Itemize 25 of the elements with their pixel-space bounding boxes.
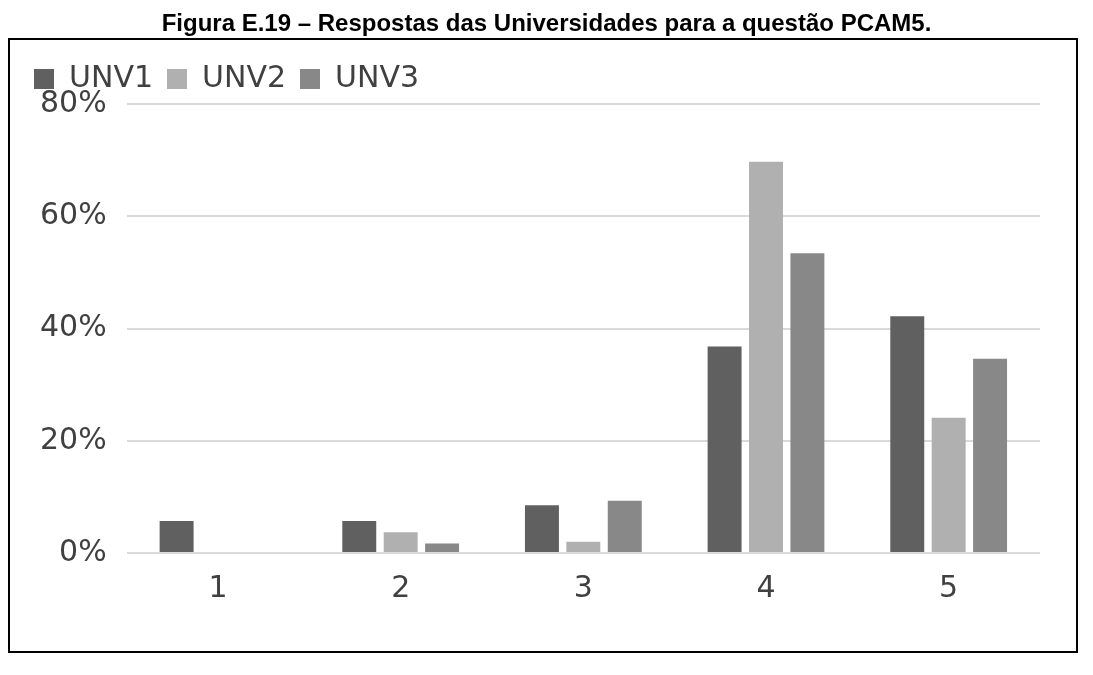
bar	[749, 161, 783, 552]
x-tick-label: 2	[391, 568, 411, 604]
y-tick-label: 60%	[39, 196, 107, 232]
bar	[383, 532, 418, 552]
y-tick-label: 40%	[39, 308, 107, 344]
bar	[973, 358, 1008, 552]
x-tick-label: 4	[756, 568, 776, 604]
legend-label: UNV2	[202, 58, 287, 94]
bar	[607, 500, 642, 552]
bar	[425, 543, 460, 552]
bar	[159, 521, 194, 552]
bar	[890, 316, 925, 552]
bar	[342, 521, 377, 552]
legend-label: UNV3	[335, 58, 420, 94]
chart-title: Figura E.19 – Respostas das Universidades para a questão PCAM5.	[160, 8, 933, 38]
x-tick-label: 5	[939, 568, 959, 604]
y-tick-label: 0%	[59, 532, 107, 568]
bar	[931, 417, 966, 552]
x-tick-label: 3	[573, 568, 593, 604]
x-tick-label: 1	[208, 568, 228, 604]
y-tick-label: 20%	[39, 420, 107, 456]
bar	[566, 541, 601, 552]
bar	[524, 505, 559, 552]
bar	[707, 346, 742, 552]
bar	[790, 253, 825, 552]
